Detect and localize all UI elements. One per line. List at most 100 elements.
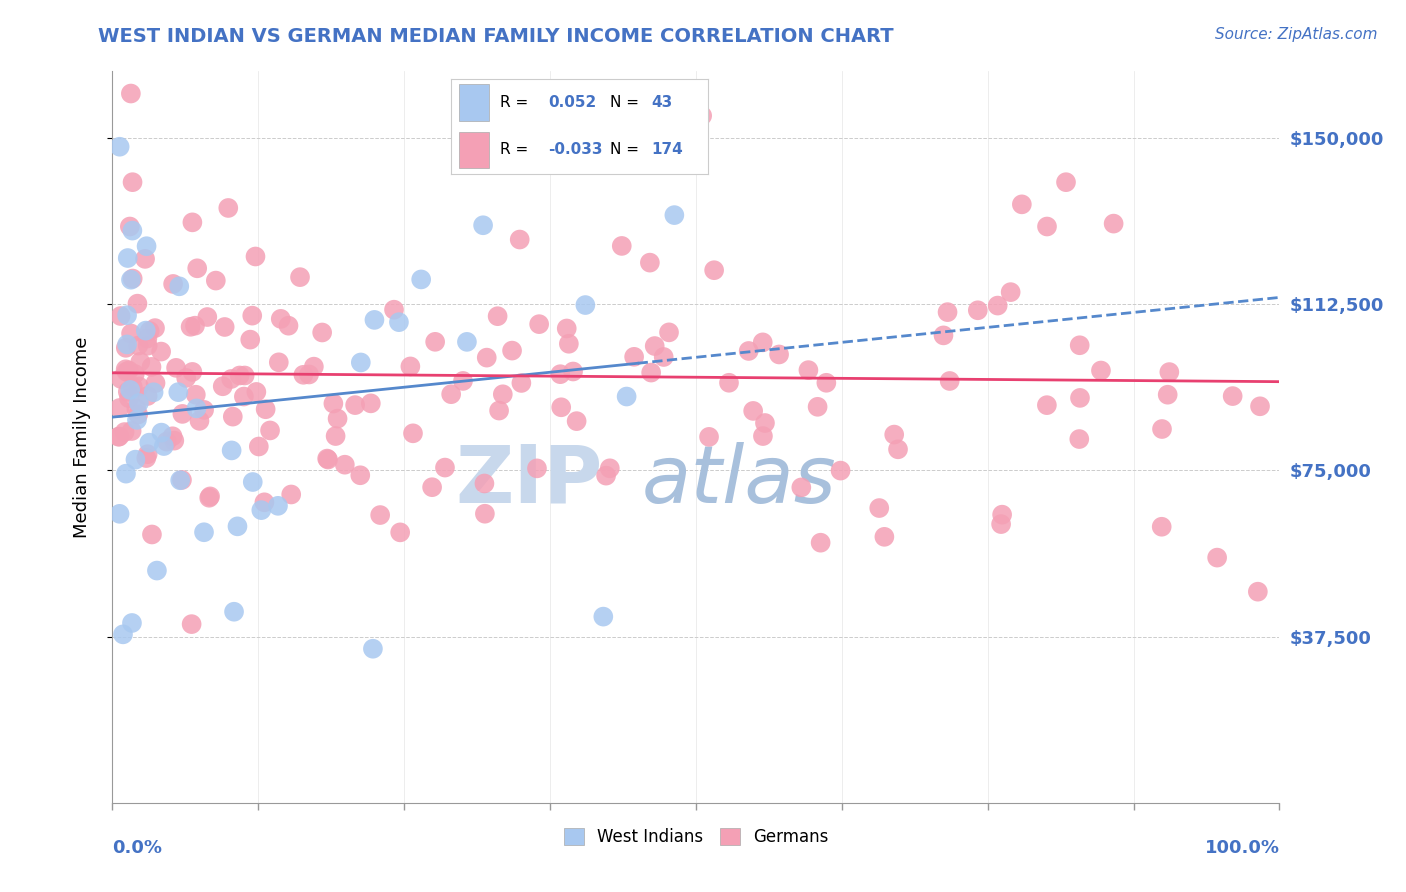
Point: [1054, 175, 1077, 189]
Text: 0.0%: 0.0%: [112, 839, 163, 857]
Point: [198, 491, 221, 505]
Point: [135, 239, 157, 253]
Point: [703, 263, 725, 277]
Point: [233, 368, 256, 383]
Point: [121, 224, 143, 238]
Point: [474, 476, 496, 491]
Point: [322, 396, 344, 410]
Point: [121, 175, 143, 189]
Point: [382, 302, 405, 317]
Point: [141, 527, 163, 541]
Point: [574, 298, 596, 312]
Point: [181, 215, 204, 229]
Point: [198, 489, 221, 503]
Point: [737, 343, 759, 358]
Point: [254, 402, 277, 417]
Point: [115, 467, 138, 481]
Point: [114, 362, 136, 376]
Point: [146, 564, 169, 578]
Point: [195, 310, 218, 324]
Point: [232, 390, 254, 404]
Point: [219, 372, 242, 386]
Point: [108, 139, 131, 153]
Point: [211, 379, 233, 393]
Text: WEST INDIAN VS GERMAN MEDIAN FAMILY INCOME CORRELATION CHART: WEST INDIAN VS GERMAN MEDIAN FAMILY INCO…: [98, 27, 894, 45]
Point: [121, 271, 143, 285]
Point: [292, 368, 315, 382]
Point: [742, 404, 765, 418]
Point: [172, 407, 194, 421]
Point: [259, 424, 281, 438]
Point: [368, 508, 391, 522]
Point: [193, 525, 215, 540]
Point: [550, 401, 572, 415]
Point: [638, 255, 661, 269]
Point: [134, 252, 156, 266]
Point: [932, 328, 955, 343]
Point: [486, 309, 509, 323]
Point: [1249, 399, 1271, 413]
Point: [990, 517, 1012, 532]
Point: [754, 416, 776, 430]
Point: [120, 273, 142, 287]
Point: [1159, 365, 1181, 379]
Point: [472, 219, 495, 233]
Point: [150, 425, 173, 440]
Point: [1206, 550, 1229, 565]
Point: [118, 391, 141, 405]
Point: [128, 379, 150, 393]
Point: [350, 355, 373, 369]
Point: [423, 334, 446, 349]
Point: [1069, 338, 1091, 352]
Point: [214, 320, 236, 334]
Point: [136, 389, 159, 403]
Point: [217, 201, 239, 215]
Point: [361, 641, 384, 656]
Point: [136, 339, 159, 353]
Point: [117, 251, 139, 265]
Point: [270, 311, 292, 326]
Point: [239, 333, 262, 347]
Point: [790, 480, 813, 494]
Point: [1036, 398, 1059, 412]
Point: [228, 368, 250, 383]
Point: [420, 480, 443, 494]
Point: [245, 384, 267, 399]
Point: [360, 396, 382, 410]
Legend: West Indians, Germans: West Indians, Germans: [557, 822, 835, 853]
Point: [550, 367, 572, 381]
Point: [180, 617, 202, 632]
Point: [135, 324, 157, 338]
Point: [253, 495, 276, 509]
Point: [388, 315, 411, 329]
Point: [595, 468, 617, 483]
Point: [411, 272, 433, 286]
Point: [451, 374, 474, 388]
Point: [107, 430, 129, 444]
Point: [108, 507, 131, 521]
Point: [128, 396, 150, 410]
Point: [242, 475, 264, 489]
Text: Source: ZipAtlas.com: Source: ZipAtlas.com: [1215, 27, 1378, 42]
Point: [186, 261, 208, 276]
Point: [1090, 363, 1112, 377]
Point: [752, 429, 775, 443]
Point: [810, 535, 832, 549]
Point: [240, 309, 263, 323]
Point: [267, 355, 290, 369]
Point: [136, 331, 159, 345]
Point: [316, 451, 339, 466]
Point: [108, 401, 131, 415]
Point: [868, 501, 890, 516]
Point: [527, 317, 550, 331]
Point: [120, 383, 142, 397]
Point: [623, 350, 645, 364]
Point: [186, 401, 208, 416]
Point: [1247, 584, 1270, 599]
Point: [115, 337, 138, 351]
Point: [592, 609, 614, 624]
Point: [163, 434, 186, 448]
Point: [883, 427, 905, 442]
Point: [169, 279, 191, 293]
Point: [938, 374, 960, 388]
